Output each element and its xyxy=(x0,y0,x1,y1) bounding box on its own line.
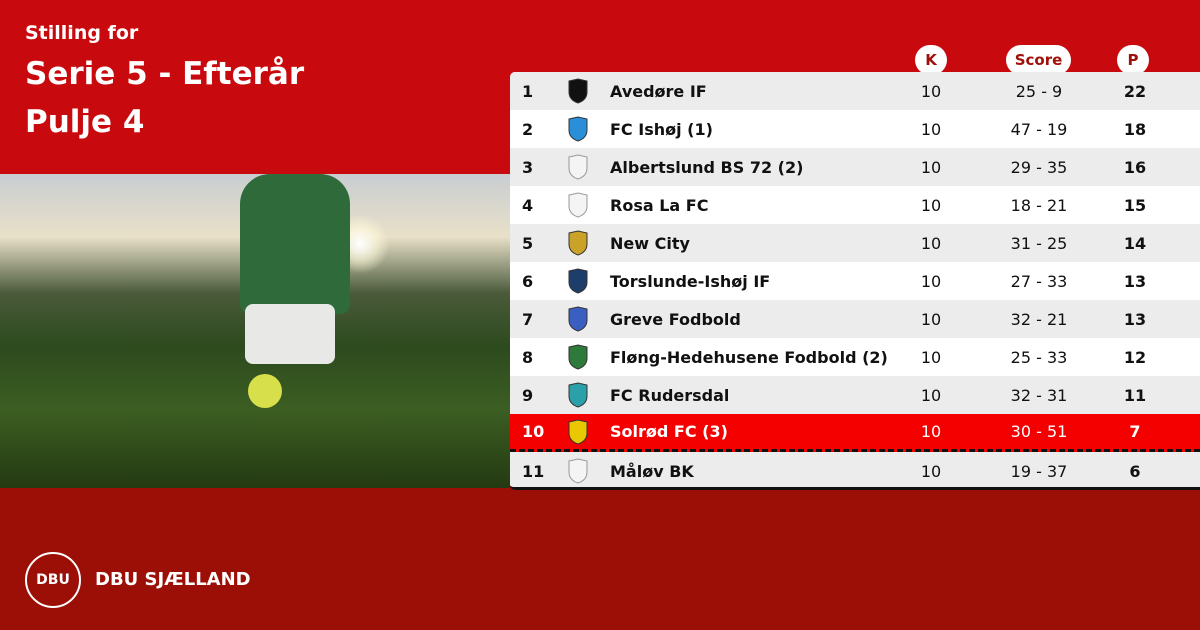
team-name: Måløv BK xyxy=(610,461,694,481)
points: 18 xyxy=(1123,119,1147,139)
team-name: Solrød FC (3) xyxy=(610,422,728,441)
matches-played: 10 xyxy=(920,347,942,367)
points: 7 xyxy=(1129,422,1141,441)
points: 15 xyxy=(1123,195,1147,215)
player xyxy=(240,174,350,314)
team-name: Greve Fodbold xyxy=(610,309,741,329)
football-photo xyxy=(0,174,510,488)
score: 25 - 9 xyxy=(1015,81,1063,101)
team-crest-icon xyxy=(565,192,591,218)
table-row: 2 FC Ishøj (1) 10 47 - 19 18 xyxy=(510,110,1200,148)
page-title: Serie 5 - Efterår xyxy=(25,56,305,92)
points: 13 xyxy=(1123,271,1147,291)
table-row: 6 Torslunde-Ishøj IF 10 27 - 33 13 xyxy=(510,262,1200,300)
team-name: Torslunde-Ishøj IF xyxy=(610,271,771,291)
team-crest-icon xyxy=(565,344,591,370)
score: 18 - 21 xyxy=(1010,195,1068,215)
table-row: 1 Avedøre IF 10 25 - 9 22 xyxy=(510,72,1200,110)
matches-played: 10 xyxy=(920,385,942,405)
rank: 6 xyxy=(522,271,534,291)
team-crest-icon xyxy=(565,382,591,408)
points: 14 xyxy=(1123,233,1147,253)
team-name: FC Rudersdal xyxy=(610,385,730,405)
score: 31 - 25 xyxy=(1010,233,1068,253)
table-row: 9 FC Rudersdal 10 32 - 31 11 xyxy=(510,376,1200,414)
team-crest-icon xyxy=(565,230,591,256)
table-row: 4 Rosa La FC 10 18 - 21 15 xyxy=(510,186,1200,224)
table-row: 7 Greve Fodbold 10 32 - 21 13 xyxy=(510,300,1200,338)
points: 22 xyxy=(1123,81,1147,101)
matches-played: 10 xyxy=(920,461,942,481)
table-row: 3 Albertslund BS 72 (2) 10 29 - 35 16 xyxy=(510,148,1200,186)
subtitle: Stilling for xyxy=(25,22,139,44)
score: 27 - 33 xyxy=(1010,271,1068,291)
matches-played: 10 xyxy=(920,271,942,291)
footer-band xyxy=(0,488,1200,630)
table-row: 5 New City 10 31 - 25 14 xyxy=(510,224,1200,262)
points: 6 xyxy=(1129,461,1141,481)
score: 47 - 19 xyxy=(1010,119,1068,139)
dbu-logo: DBU xyxy=(25,552,81,608)
team-name: FC Ishøj (1) xyxy=(610,119,713,139)
team-crest-icon xyxy=(565,116,591,142)
matches-played: 10 xyxy=(920,81,942,101)
table-row: 8 Fløng-Hedehusene Fodbold (2) 10 25 - 3… xyxy=(510,338,1200,376)
rank: 7 xyxy=(522,309,534,329)
team-name: Albertslund BS 72 (2) xyxy=(610,157,804,177)
team-crest-icon xyxy=(565,78,591,104)
matches-played: 10 xyxy=(920,233,942,253)
rank: 5 xyxy=(522,233,534,253)
team-name: New City xyxy=(610,233,690,253)
rank: 10 xyxy=(522,422,545,441)
brand-name: DBU SJÆLLAND xyxy=(95,569,251,590)
team-name: Rosa La FC xyxy=(610,195,709,215)
rank: 8 xyxy=(522,347,534,367)
team-name: Avedøre IF xyxy=(610,81,707,101)
score: 32 - 31 xyxy=(1010,385,1068,405)
matches-played: 10 xyxy=(920,309,942,329)
rank: 2 xyxy=(522,119,534,139)
rank: 4 xyxy=(522,195,534,215)
points: 12 xyxy=(1123,347,1147,367)
score: 32 - 21 xyxy=(1010,309,1068,329)
group-title: Pulje 4 xyxy=(25,104,145,140)
points: 16 xyxy=(1123,157,1147,177)
matches-played: 10 xyxy=(920,422,942,441)
matches-played: 10 xyxy=(920,157,942,177)
rank: 1 xyxy=(522,81,534,101)
football xyxy=(248,374,282,408)
team-crest-icon xyxy=(565,306,591,332)
player-shorts xyxy=(245,304,335,364)
standings-table: 1 Avedøre IF 10 25 - 9 22 2 FC Ishøj (1) … xyxy=(510,72,1200,490)
team-crest-icon xyxy=(565,268,591,294)
column-header-k: K xyxy=(915,45,947,75)
matches-played: 10 xyxy=(920,195,942,215)
rank: 9 xyxy=(522,385,534,405)
matches-played: 10 xyxy=(920,119,942,139)
column-header-score: Score xyxy=(1006,45,1071,75)
rank: 3 xyxy=(522,157,534,177)
team-crest-icon xyxy=(565,418,591,445)
score: 29 - 35 xyxy=(1010,157,1068,177)
score: 30 - 51 xyxy=(1010,422,1068,441)
team-name: Fløng-Hedehusene Fodbold (2) xyxy=(610,347,888,367)
table-row: 11 Måløv BK 10 19 - 37 6 xyxy=(510,452,1200,487)
column-header-p: P xyxy=(1117,45,1149,75)
team-crest-icon xyxy=(565,458,591,484)
score: 25 - 33 xyxy=(1010,347,1068,367)
points: 13 xyxy=(1123,309,1147,329)
score: 19 - 37 xyxy=(1010,461,1068,481)
points: 11 xyxy=(1123,385,1147,405)
team-crest-icon xyxy=(565,154,591,180)
table-row: 10 Solrød FC (3) 10 30 - 51 7 xyxy=(510,414,1200,452)
rank: 11 xyxy=(522,461,545,481)
